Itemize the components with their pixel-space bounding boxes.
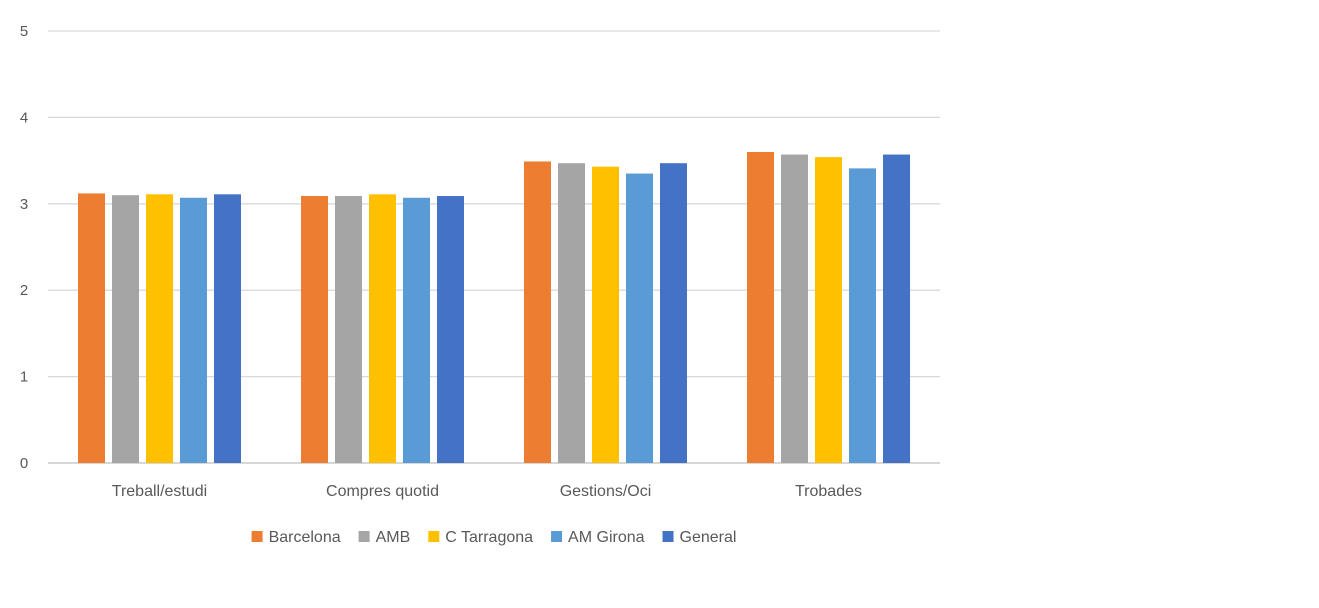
legend-swatch <box>251 531 263 542</box>
bar <box>180 197 207 463</box>
legend-label: Barcelona <box>269 529 341 546</box>
y-tick-label: 4 <box>20 109 28 126</box>
y-tick-label: 1 <box>20 369 28 386</box>
bar <box>437 196 464 464</box>
bar <box>558 163 585 463</box>
legend-label: General <box>680 529 737 546</box>
bar <box>592 166 619 463</box>
x-category-label: Treball/estudi <box>112 483 207 500</box>
x-category-label: Gestions/Oci <box>560 483 652 500</box>
bar <box>403 197 430 463</box>
bar <box>815 157 842 464</box>
y-tick-label: 0 <box>20 455 28 472</box>
bars <box>78 151 910 464</box>
bar <box>626 173 653 463</box>
bar <box>112 195 139 463</box>
legend-swatch <box>662 531 674 542</box>
legend: Barcelona AMB C Tarragona AM Girona General <box>251 529 737 546</box>
legend-label: AMB <box>376 529 411 546</box>
bar <box>781 154 808 463</box>
bar <box>301 196 328 464</box>
y-tick-label: 2 <box>20 282 28 299</box>
bar <box>883 154 910 463</box>
bar <box>849 168 876 463</box>
legend-swatch <box>358 531 370 542</box>
y-tick-label: 5 <box>20 23 28 40</box>
x-category-label: Trobades <box>795 483 862 500</box>
bar <box>335 196 362 464</box>
bar <box>660 163 687 463</box>
bar <box>78 193 105 463</box>
y-axis-ticks: 0 1 2 3 4 5 <box>20 23 28 472</box>
bar <box>747 151 774 463</box>
bar <box>524 161 551 464</box>
legend-label: AM Girona <box>568 529 645 546</box>
legend-swatch <box>551 531 563 542</box>
x-axis-categories: Treball/estudi Compres quotid Gestions/Oci… <box>112 483 862 500</box>
bar <box>146 194 173 463</box>
legend-swatch <box>428 531 440 542</box>
y-tick-label: 3 <box>20 196 28 213</box>
legend-label: C Tarragona <box>445 529 533 546</box>
x-category-label: Compres quotid <box>326 483 439 500</box>
bar <box>369 194 396 463</box>
bar <box>214 194 241 463</box>
